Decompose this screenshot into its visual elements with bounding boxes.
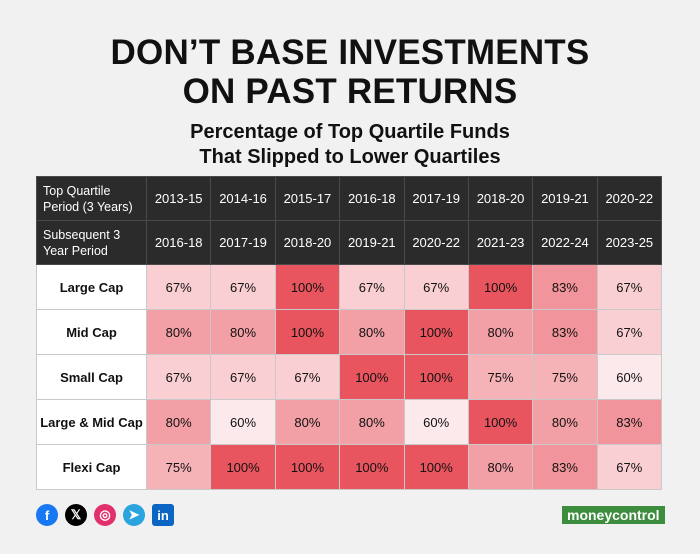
heatmap-cell: 100%	[274, 264, 341, 310]
table-row: Small Cap 67% 67% 67% 100% 100% 75% 75% 60%	[36, 354, 663, 400]
instagram-icon[interactable]: ◎	[94, 504, 116, 526]
heatmap-cell: 100%	[403, 309, 469, 355]
tick-subsequent-period: 2020-22	[403, 220, 469, 265]
tick-top-quartile-period: 2015-17	[274, 176, 341, 221]
row-label: Mid Cap	[36, 309, 147, 355]
heatmap-cell: 80%	[145, 399, 212, 445]
tick-subsequent-period: 2017-19	[210, 220, 276, 265]
tick-top-quartile-period: 2019-21	[532, 176, 598, 221]
heatmap-cell: 60%	[403, 399, 469, 445]
table-row: Mid Cap 80% 80% 100% 80% 100% 80% 83% 67%	[36, 309, 663, 355]
tick-subsequent-period: 2019-21	[339, 220, 405, 265]
telegram-icon[interactable]: ➤	[123, 504, 145, 526]
heatmap-cell: 80%	[210, 309, 276, 355]
tick-top-quartile-period: 2014-16	[210, 176, 276, 221]
linkedin-icon[interactable]: in	[152, 504, 174, 526]
heatmap-cell: 80%	[467, 309, 534, 355]
heatmap-cell: 80%	[274, 399, 341, 445]
tick-top-quartile-period: 2016-18	[339, 176, 405, 221]
row-label: Small Cap	[36, 354, 147, 400]
row-label: Flexi Cap	[36, 444, 147, 490]
heatmap-cell: 75%	[467, 354, 534, 400]
x-icon[interactable]: 𝕏	[65, 504, 87, 526]
heatmap-cell: 100%	[339, 444, 405, 490]
header-label-top-quartile: Top Quartile Period (3 Years)	[36, 176, 147, 221]
heatmap-cell: 67%	[596, 264, 663, 310]
header-label-subsequent: Subsequent 3 Year Period	[36, 220, 147, 265]
heatmap-cell: 60%	[210, 399, 276, 445]
heatmap-cell: 83%	[532, 309, 598, 355]
heatmap-cell: 67%	[210, 354, 276, 400]
heatmap-cell: 67%	[145, 264, 212, 310]
table-row: Large Cap 67% 67% 100% 67% 67% 100% 83% 67%	[36, 264, 663, 310]
row-label: Large & Mid Cap	[36, 399, 147, 445]
page-title: DON’T BASE INVESTMENTS ON PAST RETURNS	[0, 33, 700, 111]
heatmap-cell: 60%	[596, 354, 663, 400]
table-row: Flexi Cap 75% 100% 100% 100% 100% 80% 83% 67%	[36, 444, 663, 490]
social-icons: f 𝕏 ◎ ➤ in	[36, 504, 174, 526]
heatmap-cell: 83%	[532, 444, 598, 490]
heatmap-cell: 67%	[403, 264, 469, 310]
header-row-subsequent: Subsequent 3 Year Period 2016-18 2017-19 2…	[36, 220, 663, 265]
heatmap-cell: 100%	[403, 444, 469, 490]
tick-top-quartile-period: 2013-15	[145, 176, 212, 221]
heatmap-cell: 100%	[210, 444, 276, 490]
subtitle-line-1: Percentage of Top Quartile Funds	[190, 121, 510, 143]
heatmap-cell: 100%	[403, 354, 469, 400]
heatmap-cell: 67%	[145, 354, 212, 400]
tick-top-quartile-period: 2017-19	[403, 176, 469, 221]
tick-top-quartile-period: 2020-22	[596, 176, 663, 221]
table-row: Large & Mid Cap 80% 60% 80% 80% 60% 100% 80% 83%	[36, 399, 663, 445]
heatmap-cell: 67%	[210, 264, 276, 310]
heatmap-cell: 80%	[467, 444, 534, 490]
moneycontrol-logo: moneycontrol	[562, 506, 665, 524]
heatmap-table: Top Quartile Period (3 Years) 2013-15 201…	[36, 176, 663, 490]
row-label: Large Cap	[36, 264, 147, 310]
tick-subsequent-period: 2021-23	[467, 220, 534, 265]
title-line-2: ON PAST RETURNS	[182, 72, 518, 111]
header-row-top-quartile: Top Quartile Period (3 Years) 2013-15 201…	[36, 176, 663, 221]
tick-subsequent-period: 2018-20	[274, 220, 341, 265]
heatmap-cell: 75%	[145, 444, 212, 490]
heatmap-cell: 67%	[274, 354, 341, 400]
subtitle-line-2: That Slipped to Lower Quartiles	[199, 146, 501, 168]
heatmap-cell: 100%	[467, 399, 534, 445]
tick-top-quartile-period: 2018-20	[467, 176, 534, 221]
heatmap-cell: 75%	[532, 354, 598, 400]
heatmap-cell: 100%	[274, 309, 341, 355]
heatmap-cell: 67%	[339, 264, 405, 310]
chart-subtitle: Percentage of Top Quartile Funds That Sl…	[0, 120, 700, 170]
heatmap-cell: 100%	[274, 444, 341, 490]
tick-subsequent-period: 2023-25	[596, 220, 663, 265]
heatmap-cell: 80%	[339, 399, 405, 445]
heatmap-cell: 80%	[532, 399, 598, 445]
tick-subsequent-period: 2016-18	[145, 220, 212, 265]
heatmap-cell: 67%	[596, 444, 663, 490]
heatmap-cell: 67%	[596, 309, 663, 355]
heatmap-cell: 83%	[532, 264, 598, 310]
heatmap-cell: 100%	[467, 264, 534, 310]
title-line-1: DON’T BASE INVESTMENTS	[110, 33, 590, 72]
facebook-icon[interactable]: f	[36, 504, 58, 526]
heatmap-cell: 80%	[145, 309, 212, 355]
heatmap-cell: 100%	[339, 354, 405, 400]
tick-subsequent-period: 2022-24	[532, 220, 598, 265]
heatmap-cell: 83%	[596, 399, 663, 445]
heatmap-cell: 80%	[339, 309, 405, 355]
